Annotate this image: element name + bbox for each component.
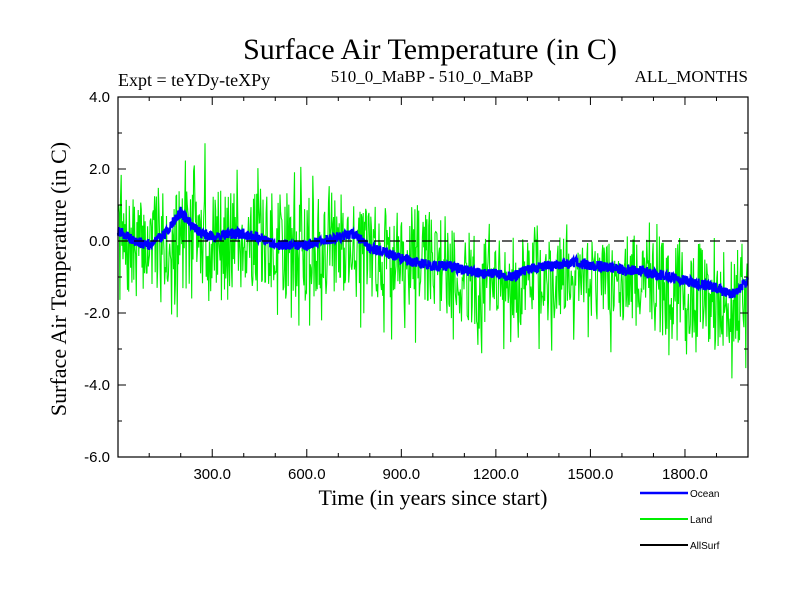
x-tick-label: 1200.0 xyxy=(473,466,519,483)
y-tick-label: 0.0 xyxy=(89,233,110,250)
x-axis-label: Time (in years since start) xyxy=(319,485,548,510)
y-tick-label: -4.0 xyxy=(84,377,110,394)
legend-label-ocean: Ocean xyxy=(690,489,719,500)
experiment-label: Expt = teYDy-teXPy xyxy=(118,70,270,90)
ocean-series-line xyxy=(116,206,749,299)
months-label: ALL_MONTHS xyxy=(635,67,748,86)
y-tick-label: 4.0 xyxy=(89,89,110,106)
y-tick-label: -2.0 xyxy=(84,305,110,322)
chart-title: Surface Air Temperature (in C) xyxy=(243,33,617,66)
x-tick-label: 1500.0 xyxy=(567,466,613,483)
x-tick-label: 1800.0 xyxy=(662,466,708,483)
land-series-line xyxy=(117,143,749,379)
x-tick-label: 300.0 xyxy=(193,466,231,483)
x-tick-label: 900.0 xyxy=(383,466,421,483)
y-tick-label: 2.0 xyxy=(89,161,110,178)
plot-area: 4.0 2.0 0.0 -2.0 -4.0 -6.0 300.0 600.0 900.0 1200… xyxy=(84,89,749,483)
x-tick-label: 600.0 xyxy=(288,466,326,483)
legend: Ocean Land AllSurf xyxy=(640,489,720,552)
legend-label-allsurf: AllSurf xyxy=(690,541,720,552)
y-axis-label: Surface Air Temperature (in C) xyxy=(46,142,71,416)
y-tick-label: -6.0 xyxy=(84,449,110,466)
legend-label-land: Land xyxy=(690,515,712,526)
period-label: 510_0_MaBP - 510_0_MaBP xyxy=(331,67,533,86)
